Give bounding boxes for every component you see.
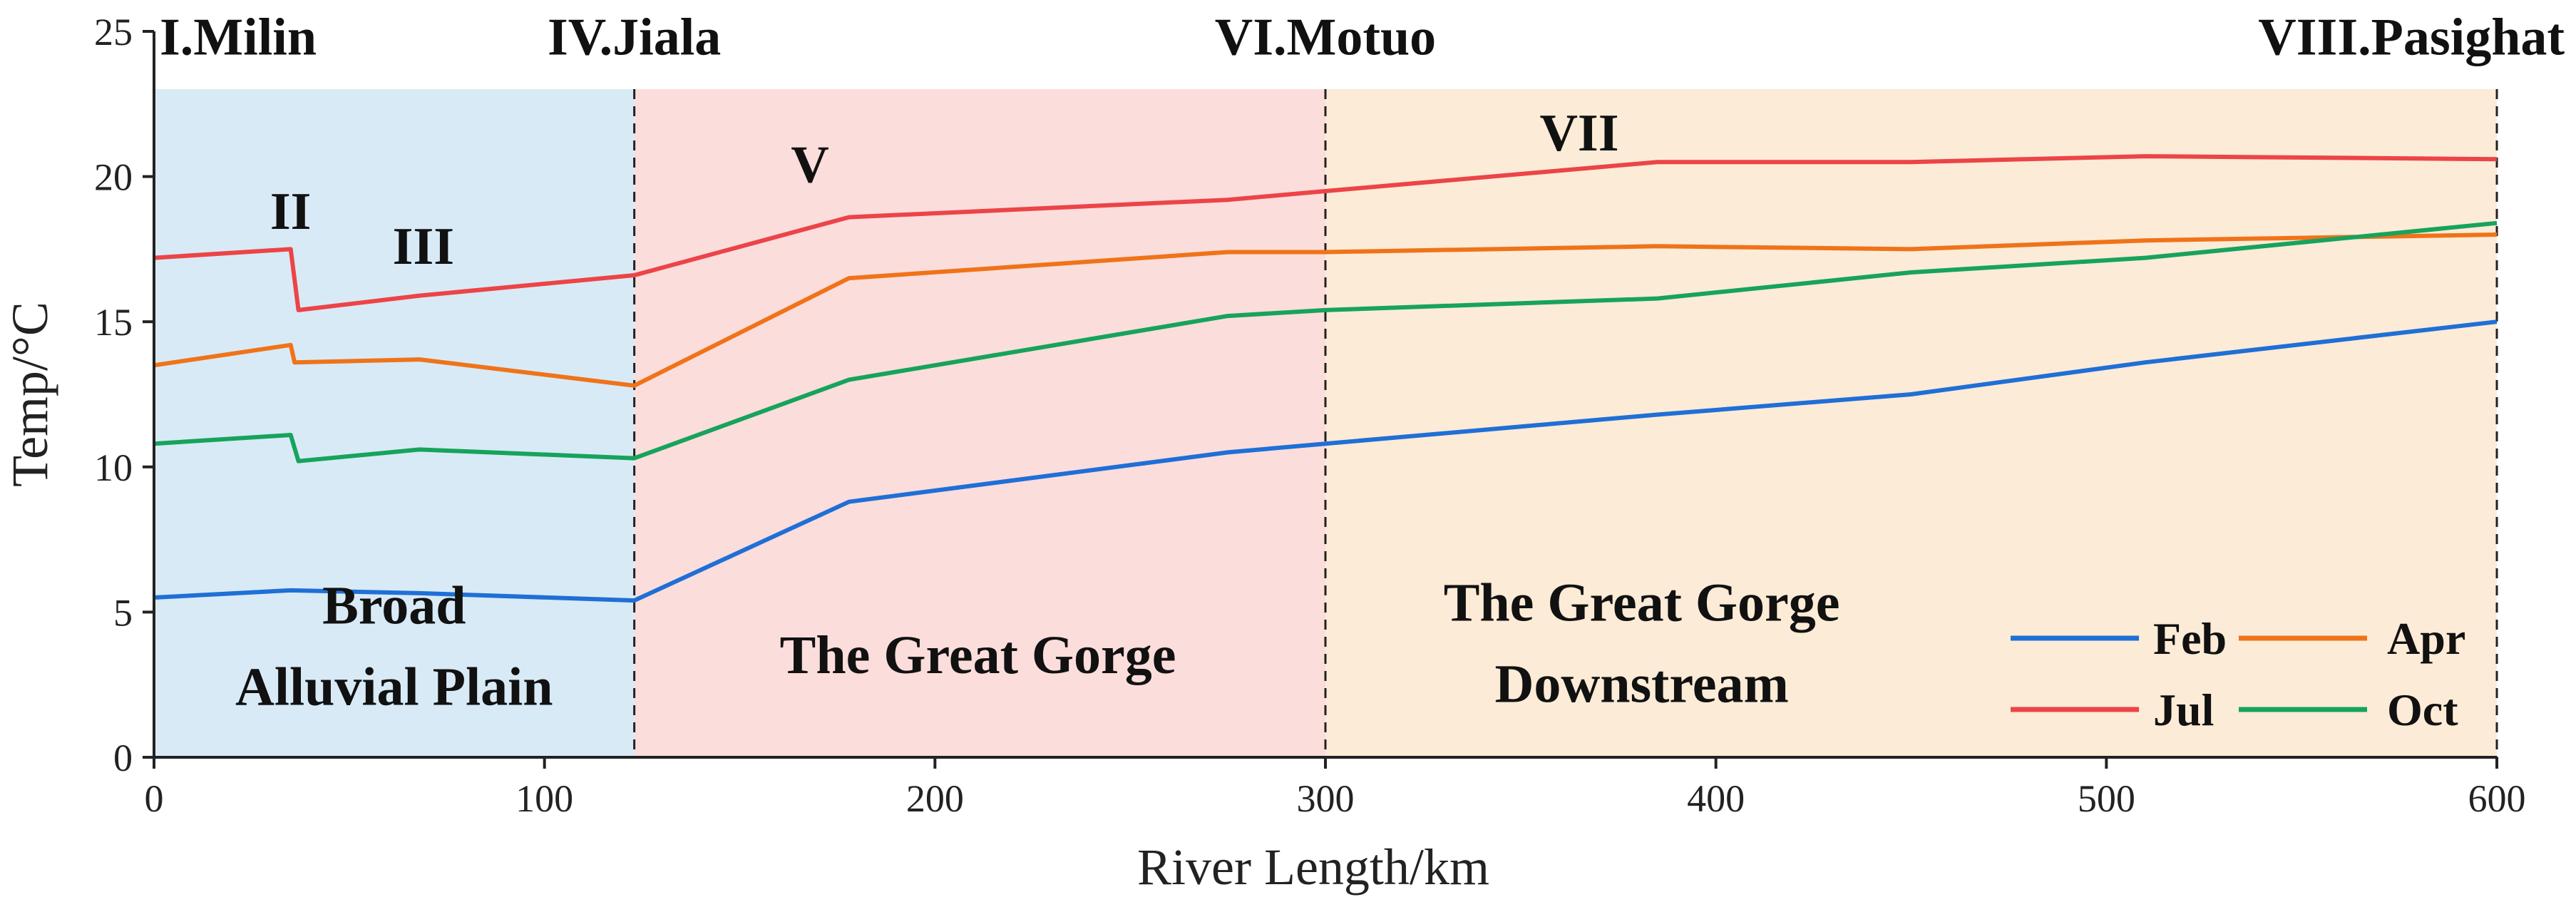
region-band-3 — [1325, 89, 2497, 757]
y-tick-label: 25 — [94, 11, 133, 53]
x-tick-label: 600 — [2468, 777, 2526, 820]
station-label: I.Milin — [160, 9, 317, 67]
legend-label-oct: Oct — [2387, 685, 2458, 735]
station-label: IV.Jiala — [548, 9, 721, 67]
legend-label-apr: Apr — [2387, 613, 2465, 664]
x-tick-label: 200 — [906, 777, 964, 820]
region-label: The Great Gorge — [1444, 573, 1840, 633]
y-tick-label: 10 — [94, 446, 133, 489]
site-label: II — [270, 183, 312, 241]
region-label: The Great Gorge — [780, 625, 1176, 685]
region-label: Alluvial Plain — [235, 657, 553, 717]
site-label: III — [393, 217, 454, 276]
x-tick-label: 400 — [1687, 777, 1745, 820]
site-label: VII — [1539, 104, 1618, 163]
x-axis-label: River Length/km — [1137, 839, 1489, 896]
legend-label-jul: Jul — [2153, 685, 2214, 735]
y-tick-label: 15 — [94, 301, 133, 344]
x-tick-label: 300 — [1297, 777, 1355, 820]
legend-label-feb: Feb — [2153, 613, 2227, 664]
y-tick-label: 20 — [94, 156, 133, 199]
x-tick-label: 0 — [145, 777, 164, 820]
x-tick-label: 100 — [515, 777, 573, 820]
region-band-1 — [154, 89, 635, 757]
series-apr-line — [153, 232, 2498, 388]
station-label: VIII.Pasighat — [2258, 9, 2565, 67]
region-label: Downstream — [1494, 655, 1788, 714]
y-tick-label: 0 — [113, 737, 133, 779]
y-axis-label: Temp/°C — [1, 302, 58, 487]
region-label: Broad — [322, 576, 466, 636]
series-feb-line — [153, 319, 2498, 603]
station-label: VI.Motuo — [1215, 9, 1436, 67]
series-oct-line — [153, 220, 2498, 463]
x-tick-label: 500 — [2078, 777, 2135, 820]
series-jul-line — [153, 154, 2498, 312]
site-label: V — [791, 136, 828, 195]
y-tick-label: 5 — [113, 591, 133, 634]
